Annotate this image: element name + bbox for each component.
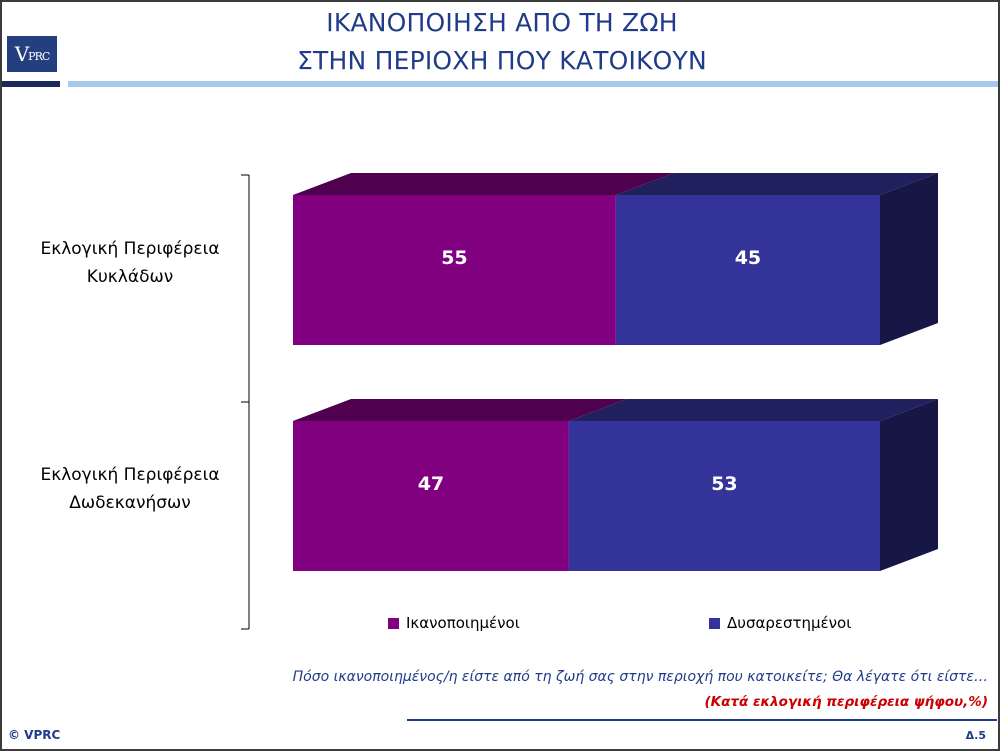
bar-segment-0-0 [293, 195, 616, 345]
legend-label-satisfied: Ικανοποιημένοι [406, 614, 520, 632]
legend-swatch-dissatisfied [709, 617, 720, 629]
data-label-0-1: 45 [735, 247, 761, 269]
bar-top-face-1-1 [568, 399, 938, 421]
chart-subtitle: (Κατά εκλογική περιφέρεια ψήφου,%) [704, 694, 989, 710]
survey-question: Πόσο ικανοποιημένος/η είστε από τη ζωή σ… [292, 669, 988, 685]
page-number: Δ.5 [965, 729, 986, 742]
footer-rule [407, 719, 997, 721]
bar-segment-1-1 [568, 421, 880, 571]
header-rule-light [68, 81, 998, 87]
bar-segment-0-1 [615, 195, 880, 345]
legend-item-dissatisfied: Δυσαρεστημένοι [709, 614, 851, 632]
category-label-0-0: Εκλογική Περιφέρεια [40, 239, 219, 259]
logo-text: VPRC [14, 42, 51, 66]
category-label-0-1: Κυκλάδων [87, 267, 173, 287]
bar-top-face-1-0 [293, 399, 627, 421]
page-title-line-1: ΙΚΑΝΟΠΟΙΗΣΗ ΑΠΟ ΤΗ ΖΩΗ [326, 8, 678, 37]
bar-top-face-0-0 [293, 173, 674, 195]
data-label-1-0: 47 [418, 473, 444, 495]
legend-swatch-satisfied [388, 617, 399, 629]
legend-label-dissatisfied: Δυσαρεστημένοι [727, 614, 852, 632]
category-label-1-1: Δωδεκανήσων [69, 493, 190, 513]
bar-side-face-0 [880, 173, 938, 345]
legend-item-satisfied: Ικανοποιημένοι [388, 614, 520, 632]
page-title-line-2: ΣΤΗΝ ΠΕΡΙΟΧΗ ΠΟΥ ΚΑΤΟΙΚΟΥΝ [297, 46, 707, 75]
vprc-logo: VPRC [7, 36, 57, 72]
bar-segment-1-0 [293, 421, 569, 571]
data-label-1-1: 53 [711, 473, 737, 495]
copyright: © VPRC [8, 728, 61, 742]
bar-top-face-0-1 [615, 173, 938, 195]
header-rule-dark [2, 81, 60, 87]
category-label-1-0: Εκλογική Περιφέρεια [40, 465, 219, 485]
bar-side-face-1 [880, 399, 938, 571]
data-label-0-0: 55 [441, 247, 467, 269]
